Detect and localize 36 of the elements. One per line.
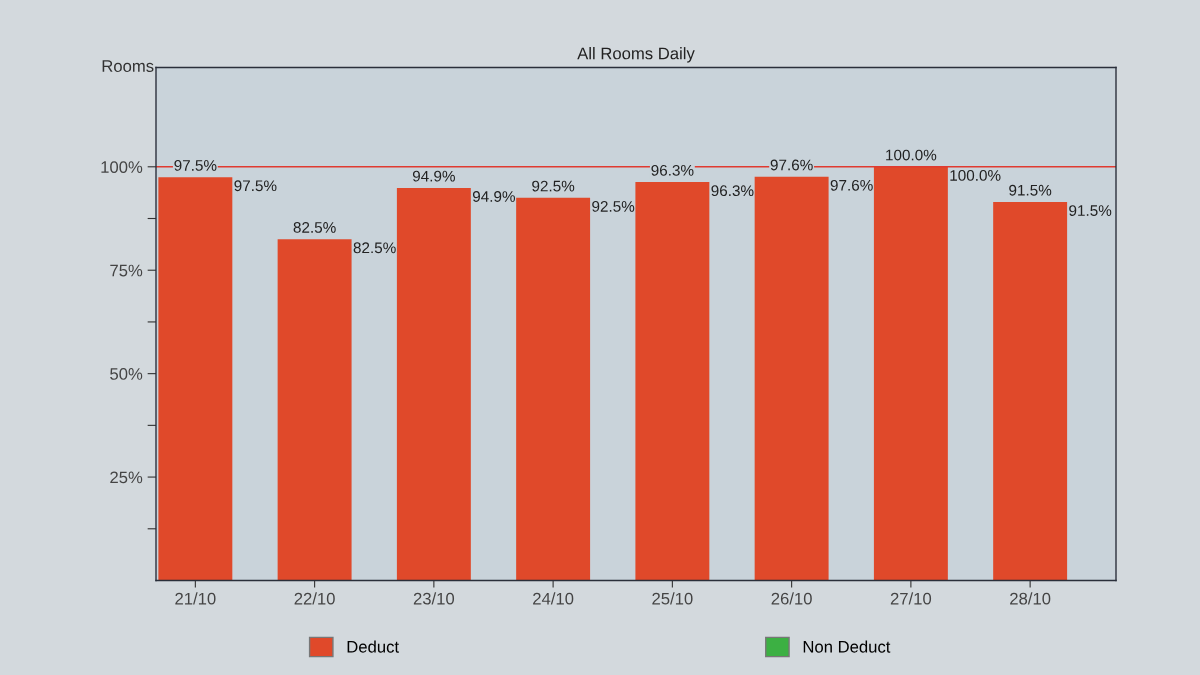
data-label: 82.5% (293, 222, 336, 233)
data-label: 91.5% (1009, 184, 1052, 196)
x-tick-label: 27/10 (890, 592, 932, 605)
annotation: 96.3% (711, 185, 754, 197)
y-axis-title: Rooms (102, 60, 154, 72)
data-label: 94.9% (412, 170, 455, 182)
data-label: 97.5% (174, 159, 217, 171)
annotation: 97.6% (830, 179, 873, 191)
legend-label: Non Deduct (803, 640, 891, 653)
bar (754, 176, 829, 581)
y-tick-label: 75% (110, 264, 143, 277)
data-label: 96.3% (651, 164, 694, 176)
x-tick-label: 23/10 (413, 592, 455, 605)
data-label: 92.5% (532, 180, 575, 192)
bar (158, 177, 233, 581)
annotation: 94.9% (472, 191, 515, 202)
x-tick-label: 24/10 (533, 592, 574, 605)
x-tick-label: 22/10 (294, 592, 335, 605)
legend-label: Deduct (347, 640, 399, 653)
x-tick-label: 25/10 (652, 592, 693, 605)
y-tick-label: 25% (110, 471, 143, 484)
data-label: 97.6% (770, 159, 813, 171)
bar (635, 182, 710, 581)
y-tick-label: 100% (101, 161, 143, 173)
x-tick-label: 26/10 (771, 592, 812, 605)
annotation: 97.5% (234, 180, 277, 192)
bar (277, 239, 352, 581)
chart-title: All Rooms Daily (577, 47, 695, 63)
x-tick-label: 21/10 (175, 592, 216, 605)
annotation: 92.5% (592, 201, 635, 212)
data-label: 100.0% (886, 149, 937, 161)
x-tick-label: 28/10 (1010, 592, 1051, 605)
y-tick-label: 50% (110, 368, 143, 380)
annotation: 82.5% (353, 242, 396, 254)
annotation: 91.5% (1069, 205, 1112, 216)
annotation: 100.0% (950, 169, 1001, 181)
